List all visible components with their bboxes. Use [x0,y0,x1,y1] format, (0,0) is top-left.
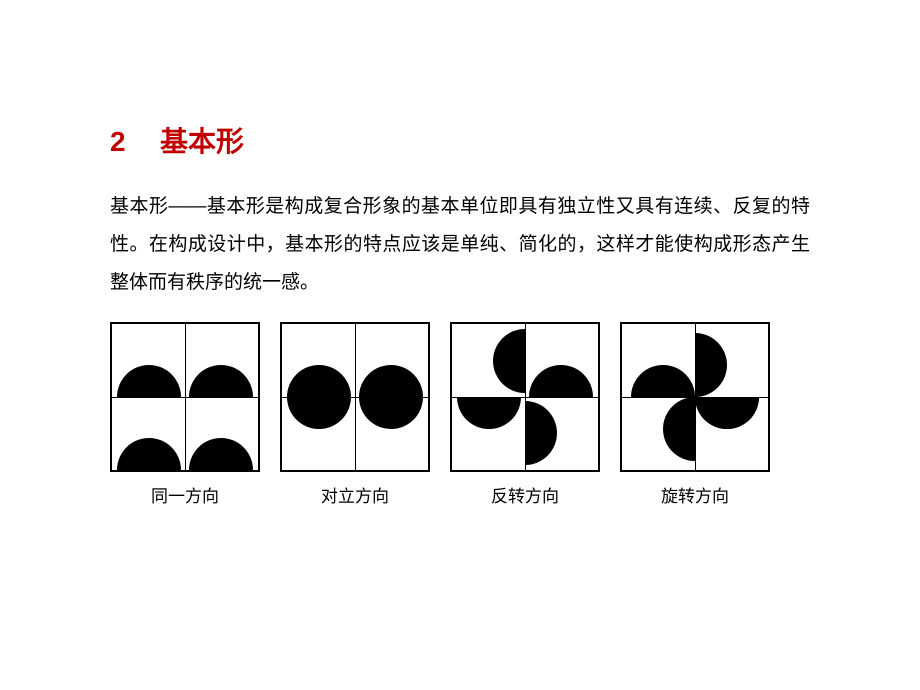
diagram-item: 旋转方向 [620,322,770,507]
diagram-box-reversed-direction [450,322,600,472]
body-paragraph: 基本形——基本形是构成复合形象的基本单位即具有独立性又具有连续、反复的特性。在构… [110,188,810,302]
heading-number: 2 [110,126,126,157]
diagram-item: 同一方向 [110,322,260,507]
grid-line [452,397,598,398]
diagram-caption: 同一方向 [151,482,219,507]
diagram-row: 同一方向 对立方向 [110,322,810,507]
grid-line [282,397,428,398]
diagram-item: 反转方向 [450,322,600,507]
diagram-box-opposing-direction [280,322,430,472]
section-heading: 2 基本形 [110,120,810,160]
grid-line [112,397,258,398]
diagram-caption: 反转方向 [491,482,559,507]
diagram-box-rotation-direction [620,322,770,472]
heading-title: 基本形 [160,126,244,157]
diagram-item: 对立方向 [280,322,430,507]
diagram-caption: 旋转方向 [661,482,729,507]
grid-line [622,397,768,398]
diagram-box-same-direction [110,322,260,472]
diagram-caption: 对立方向 [321,482,389,507]
